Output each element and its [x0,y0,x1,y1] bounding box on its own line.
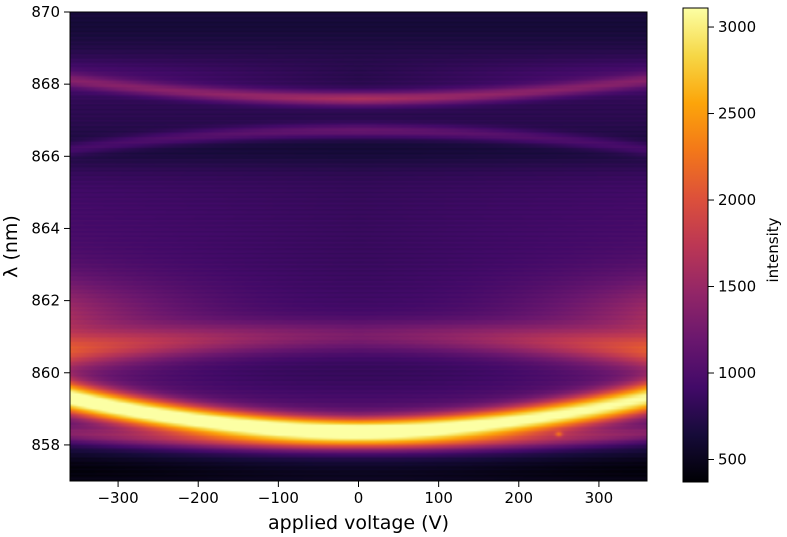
y-tick-label: 858 [31,436,60,454]
colorbar-tick-label: 500 [718,451,747,469]
y-axis: 858 860 862 864 866 868 870 [31,3,70,454]
colorbar-label: intensity [764,217,782,282]
y-tick-label: 860 [31,364,60,382]
x-tick-label: 200 [504,489,533,507]
colorbar-tick-label: 1500 [718,278,756,296]
y-tick-label: 866 [31,147,60,165]
y-tick-label: 864 [31,219,60,237]
colorbar-tick-label: 2500 [718,105,756,123]
x-tick-label: −200 [178,489,219,507]
y-axis-label: λ (nm) [0,215,22,278]
colorbar-tick-label: 2000 [718,191,756,209]
x-axis: −300 −200 −100 0 100 200 300 [97,481,613,507]
x-tick-label: 100 [424,489,453,507]
colorbar-tick-label: 1000 [718,364,756,382]
y-tick-label: 868 [31,75,60,93]
y-tick-label: 862 [31,292,60,310]
colorbar-frame [682,7,709,483]
x-axis-label: applied voltage (V) [268,512,449,534]
heatmap-image [70,12,647,481]
colorbar-tick-label: 3000 [718,18,756,36]
colorbar: 500 1000 1500 2000 2500 3000 intensity [682,7,782,483]
x-tick-label: 0 [354,489,364,507]
x-tick-label: −100 [258,489,299,507]
x-tick-label: 300 [585,489,614,507]
colorbar-gradient [683,8,708,482]
plot-area [69,11,648,482]
colorbar-ticks: 500 1000 1500 2000 2500 3000 [708,18,756,469]
x-tick-label: −300 [97,489,138,507]
y-tick-label: 870 [31,3,60,21]
